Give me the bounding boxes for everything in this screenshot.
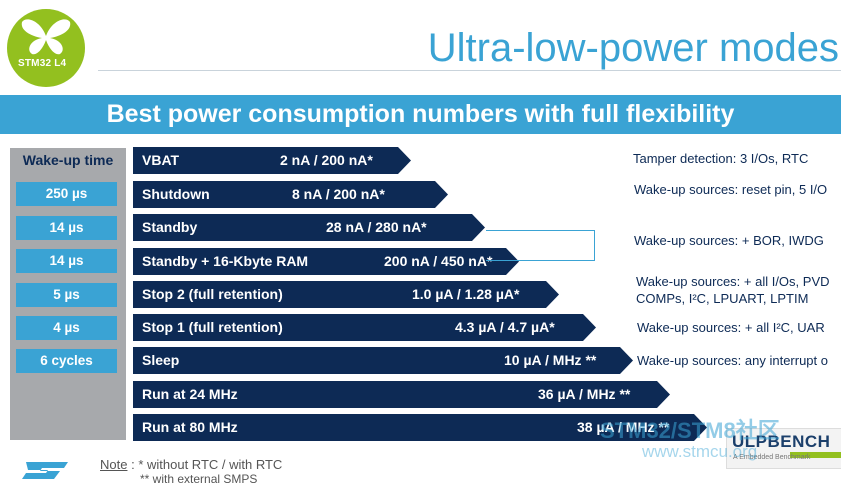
mode-label: VBAT: [142, 152, 180, 168]
mode-value: 28 nA / 280 nA*: [326, 219, 427, 235]
mode-label: Run at 24 MHz: [142, 386, 238, 402]
desc-stop2-line1: Wake-up sources: + all I/Os, PVD: [636, 274, 830, 289]
mode-bar-shutdown: Shutdown 8 nA / 200 nA*: [133, 181, 448, 208]
mode-bar-stop1: Stop 1 (full retention) 4.3 µA / 4.7 µA*: [133, 314, 596, 341]
mode-value: 8 nA / 200 nA*: [292, 186, 385, 202]
mode-value: 36 µA / MHz **: [538, 386, 631, 402]
footnote: Note : * without RTC / with RTC: [100, 457, 282, 472]
mode-label: Run at 80 MHz: [142, 419, 238, 435]
wakeup-cell-stop1: 4 µs: [16, 316, 117, 340]
st-logo-icon: [22, 462, 68, 479]
footnote-line2: ** with external SMPS: [140, 472, 258, 486]
mode-bar-standby: Standby 28 nA / 280 nA*: [133, 214, 485, 241]
subtitle-banner: Best power consumption numbers with full…: [0, 95, 841, 134]
desc-shutdown: Wake-up sources: reset pin, 5 I/O: [634, 182, 828, 197]
wakeup-cell-stop2: 5 µs: [16, 283, 117, 307]
butterfly-icon: [21, 19, 71, 55]
stm32l4-logo: [7, 9, 85, 87]
ulpbench-stripe: [790, 452, 841, 458]
desc-stop1: Wake-up sources: + all I²C, UAR: [637, 320, 825, 335]
mode-value: 2 nA / 200 nA*: [280, 152, 373, 168]
wakeup-cell-standby-ram: 14 µs: [16, 249, 117, 273]
wakeup-header: Wake-up time: [22, 152, 114, 168]
desc-sleep: Wake-up sources: any interrupt o: [637, 353, 828, 368]
mode-label: Standby: [142, 219, 198, 235]
mode-bar-standby-ram: Standby + 16-Kbyte RAM 200 nA / 450 nA*: [133, 248, 519, 275]
logo-text: STM32 L4: [18, 58, 67, 69]
footnote-label: Note: [100, 457, 128, 472]
mode-label: Sleep: [142, 352, 180, 368]
mode-value: 10 µA / MHz **: [504, 352, 597, 368]
mode-value: 1.0 µA / 1.28 µA*: [412, 286, 520, 302]
watermark-line1: STM32/STM8社区: [600, 418, 780, 443]
mode-bar-stop2: Stop 2 (full retention) 1.0 µA / 1.28 µA…: [133, 281, 559, 308]
mode-bar-run80: Run at 80 MHz 38 µA / MHz **: [133, 414, 707, 441]
desc-standby: Wake-up sources: + BOR, IWDG: [634, 233, 824, 248]
title-divider: [98, 70, 841, 71]
mode-value: 38 µA / MHz **: [577, 419, 670, 435]
banner-text: Best power consumption numbers with full…: [106, 100, 735, 128]
ulpbench-subtitle: A Embedded Benchmark: [733, 454, 811, 461]
mode-label: Stop 2 (full retention): [142, 286, 283, 302]
mode-label: Stop 1 (full retention): [142, 319, 283, 335]
wakeup-cell-sleep: 6 cycles: [16, 349, 117, 373]
ulpbench-badge: [726, 428, 841, 469]
mode-bar-sleep: Sleep 10 µA / MHz **: [133, 347, 633, 374]
mode-value: 4.3 µA / 4.7 µA*: [455, 319, 555, 335]
watermark-line2: www.stmcu.org: [642, 442, 758, 461]
page-title: Ultra-low-power modes: [427, 26, 839, 70]
mode-bar-vbat: VBAT 2 nA / 200 nA*: [133, 147, 411, 174]
ulpbench-title: ULPBENCH: [732, 432, 831, 451]
wakeup-cell-shutdown: 250 µs: [16, 182, 117, 206]
desc-vbat: Tamper detection: 3 I/Os, RTC: [633, 151, 809, 166]
mode-value: 200 nA / 450 nA*: [384, 253, 493, 269]
footnote-line1: : * without RTC / with RTC: [131, 457, 283, 472]
wakeup-cell-standby: 14 µs: [16, 216, 117, 240]
mode-label: Shutdown: [142, 186, 210, 202]
mode-bar-run24: Run at 24 MHz 36 µA / MHz **: [133, 381, 670, 408]
standby-bracket: [486, 230, 595, 261]
desc-stop2-line2: COMPs, I²C, LPUART, LPTIM: [636, 291, 809, 306]
mode-label: Standby + 16-Kbyte RAM: [142, 253, 309, 269]
